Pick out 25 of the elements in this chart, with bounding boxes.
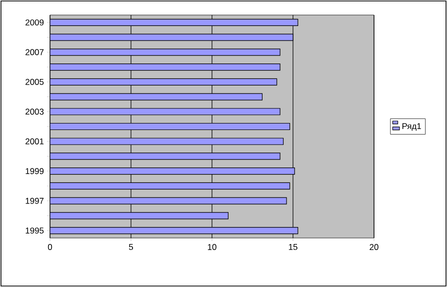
y-tick-label: 2003 <box>26 108 44 115</box>
bar <box>50 168 295 175</box>
bar <box>50 122 290 130</box>
y-tick-label: 1999 <box>26 168 44 174</box>
x-tick-label: 15 <box>288 244 298 250</box>
y-tick-label: 2007 <box>26 49 44 56</box>
y-tick-label: 2005 <box>26 78 44 85</box>
x-tick-label: 0 <box>48 244 52 250</box>
bar <box>50 138 284 145</box>
bar <box>50 48 280 56</box>
x-tick-label: 20 <box>370 244 378 250</box>
bar <box>50 227 298 234</box>
x-tick-label: 10 <box>208 244 216 250</box>
bar <box>50 108 280 116</box>
bar <box>50 78 278 86</box>
x-tick-label: 5 <box>128 244 134 250</box>
bar <box>50 63 280 71</box>
bar <box>50 182 290 190</box>
legend-label: Ряд1 <box>402 123 421 131</box>
y-tick-label: 2001 <box>26 138 44 144</box>
bar <box>50 18 298 26</box>
y-tick-label: 1997 <box>26 198 44 204</box>
y-tick-label: 2009 <box>26 19 44 26</box>
bar <box>50 197 287 204</box>
y-tick-label: 1995 <box>26 228 44 234</box>
